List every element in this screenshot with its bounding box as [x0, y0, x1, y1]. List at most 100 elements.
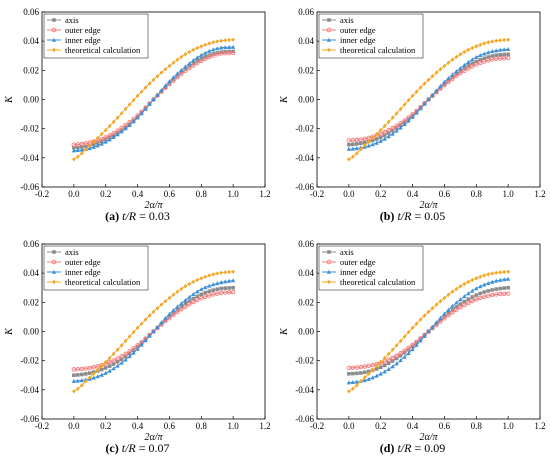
data-point [143, 338, 148, 343]
data-point [223, 38, 227, 43]
data-point [355, 142, 359, 146]
data-point [91, 139, 96, 144]
legend-marker [51, 37, 57, 42]
data-point [470, 57, 475, 62]
data-point [167, 63, 172, 69]
data-point [358, 364, 364, 370]
data-point [135, 325, 140, 331]
data-point [382, 369, 387, 374]
data-point [199, 292, 204, 297]
legend-label: inner edge [65, 267, 101, 277]
data-point [386, 134, 391, 139]
legend-label: outer edge [340, 25, 376, 35]
data-point [71, 148, 76, 153]
data-point [506, 37, 510, 42]
data-point [75, 148, 80, 153]
data-point [135, 93, 140, 99]
data-point [123, 106, 128, 112]
data-point [414, 89, 419, 94]
data-point [394, 356, 399, 361]
data-point [175, 57, 180, 62]
y-tick-label: -0.04 [295, 153, 314, 163]
data-point [87, 375, 92, 380]
data-point [434, 302, 439, 307]
data-point [458, 305, 463, 310]
data-point [502, 269, 506, 275]
data-point [414, 342, 419, 347]
data-point [195, 289, 200, 294]
data-point [195, 60, 200, 66]
data-point [402, 102, 407, 107]
data-point [91, 144, 96, 149]
data-point [151, 329, 156, 334]
data-point [187, 302, 192, 307]
data-point [84, 144, 88, 149]
data-point [119, 354, 124, 359]
data-point [163, 67, 168, 72]
data-point [454, 307, 459, 313]
data-point [502, 47, 507, 52]
data-point [215, 46, 220, 51]
data-point [394, 361, 399, 366]
data-point [362, 378, 367, 383]
data-point [223, 279, 228, 284]
x-tick-label: 0.8 [471, 189, 483, 199]
data-point [346, 146, 351, 151]
y-tick-label: 0.00 [23, 327, 39, 337]
chart-panel-b: -0.2 0.0 0.2 0.4 0.6 0.8 1.0 1.2 -0.06 -0.04 -0.02… [275, 0, 550, 232]
data-point [378, 135, 383, 140]
data-point [370, 367, 375, 373]
data-point [450, 310, 455, 315]
data-point [486, 50, 491, 55]
data-point [485, 58, 491, 63]
data-point [370, 142, 375, 147]
data-point [203, 50, 208, 55]
data-point [430, 73, 435, 79]
data-point [171, 312, 176, 318]
data-point [187, 299, 192, 303]
data-point [211, 47, 216, 52]
legend-label: axis [65, 247, 79, 257]
data-point [394, 343, 399, 348]
caption-a: (a) t/R = 0.03 [0, 209, 275, 224]
data-point [426, 97, 431, 102]
chart-a: -0.2 0.0 0.2 0.4 0.6 0.8 1.0 1.2 -0.06 -0.04 -0.02… [4, 7, 271, 211]
data-point [446, 313, 451, 318]
data-point [489, 57, 495, 62]
data-point [199, 276, 204, 281]
data-point [489, 292, 495, 298]
data-point [482, 41, 487, 46]
data-point [490, 49, 495, 54]
caption-value: = 0.09 [414, 441, 446, 455]
data-point [99, 139, 104, 144]
data-point [470, 64, 475, 69]
data-point [72, 145, 76, 150]
data-point [167, 315, 172, 321]
data-point [347, 389, 351, 394]
x-tick-label: 1.2 [534, 189, 545, 199]
data-point [183, 64, 188, 69]
x-axis-label: 2α/π [144, 200, 163, 211]
data-point [426, 77, 431, 83]
data-point [219, 38, 223, 43]
data-point [111, 134, 116, 139]
data-point [474, 293, 479, 297]
data-point [454, 54, 459, 60]
data-point [131, 97, 136, 103]
data-point [139, 342, 144, 347]
data-point [223, 270, 227, 275]
data-point [474, 276, 479, 281]
data-point [462, 68, 467, 74]
data-point [462, 49, 467, 55]
data-point [107, 368, 112, 373]
data-point [382, 363, 387, 368]
legend-marker [51, 259, 57, 265]
data-point [398, 338, 403, 344]
data-point [99, 136, 104, 142]
data-point [72, 157, 76, 162]
data-point [406, 97, 411, 103]
data-point [155, 92, 160, 97]
data-point [347, 157, 351, 162]
x-axis-label: 2α/π [419, 200, 438, 211]
